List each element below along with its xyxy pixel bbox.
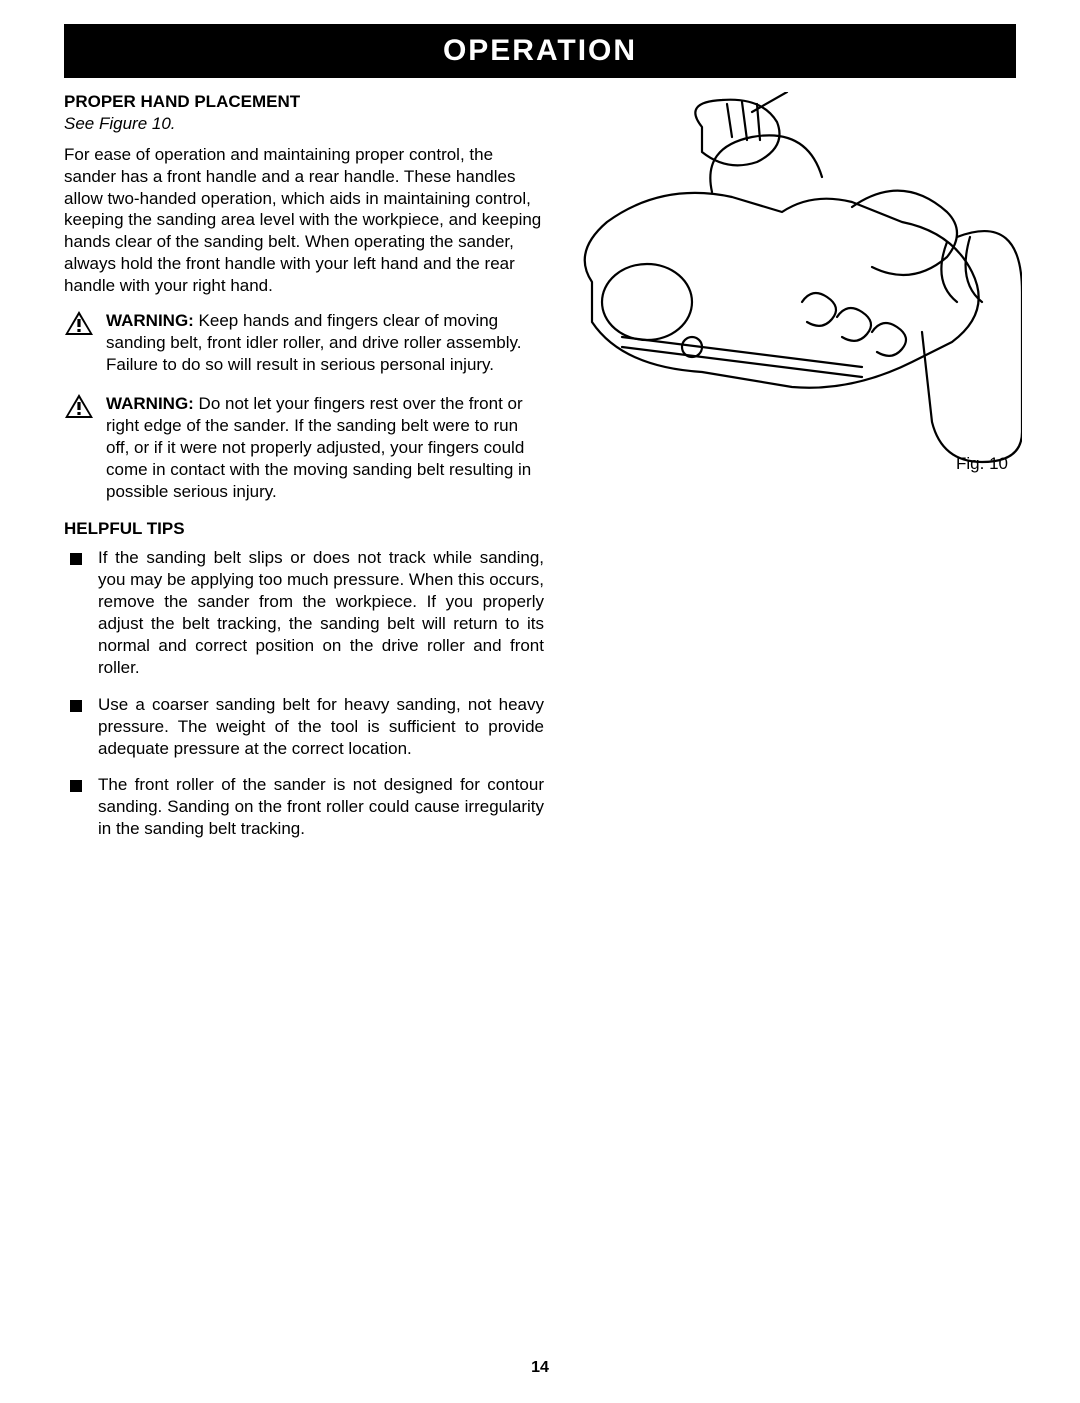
warning-icon <box>64 310 96 376</box>
right-column: Fig. 10 <box>552 92 1016 854</box>
list-item: The front roller of the sander is not de… <box>64 774 544 840</box>
warning-icon <box>64 393 96 503</box>
intro-paragraph: For ease of operation and maintaining pr… <box>64 144 544 296</box>
warning-lead: WARNING: <box>106 394 194 413</box>
list-item: Use a coarser sanding belt for heavy san… <box>64 694 544 760</box>
warning-text: WARNING: Do not let your fingers rest ov… <box>106 393 544 503</box>
figure-10-illustration <box>552 92 1022 472</box>
section-title: PROPER HAND PLACEMENT <box>64 92 544 112</box>
see-figure-ref: See Figure 10. <box>64 114 544 134</box>
tips-title: HELPFUL TIPS <box>64 519 544 539</box>
warning-block: WARNING: Keep hands and fingers clear of… <box>64 310 544 376</box>
warning-text: WARNING: Keep hands and fingers clear of… <box>106 310 544 376</box>
warning-lead: WARNING: <box>106 311 194 330</box>
list-item: If the sanding belt slips or does not tr… <box>64 547 544 680</box>
page-number: 14 <box>0 1359 1080 1377</box>
section-banner: OPERATION <box>64 24 1016 78</box>
tips-list: If the sanding belt slips or does not tr… <box>64 547 544 840</box>
banner-title: OPERATION <box>443 34 637 68</box>
figure-caption: Fig. 10 <box>956 454 1008 474</box>
left-column: PROPER HAND PLACEMENT See Figure 10. For… <box>64 92 544 854</box>
warning-block: WARNING: Do not let your fingers rest ov… <box>64 393 544 503</box>
